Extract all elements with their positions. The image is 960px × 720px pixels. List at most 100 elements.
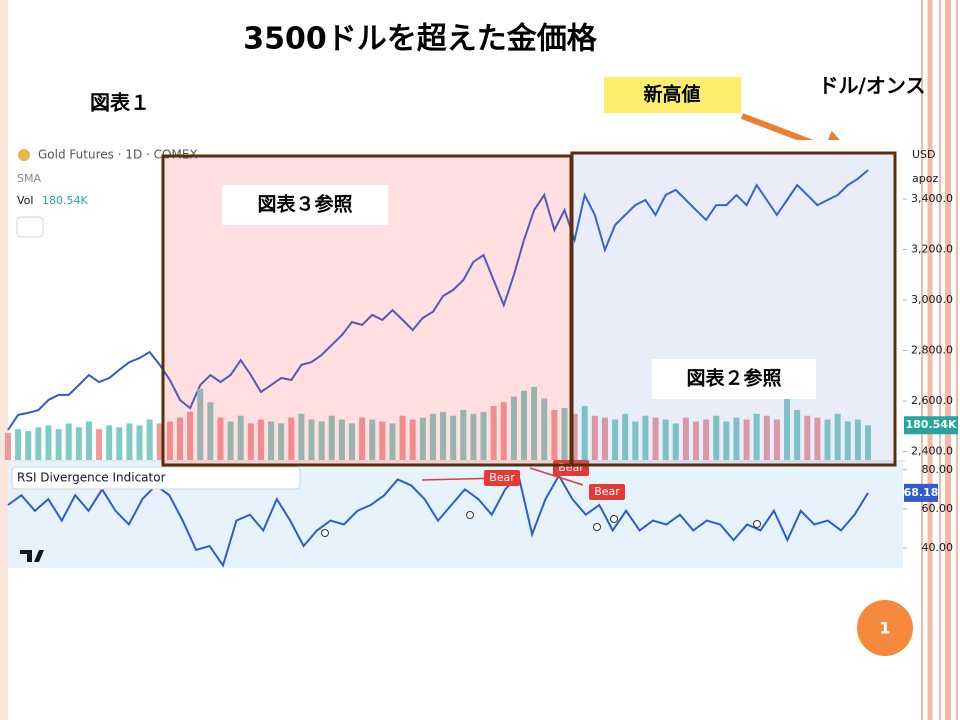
volume-bar: [166, 421, 173, 460]
volume-bar: [85, 421, 92, 460]
y-tick-label: 2,600.0: [911, 394, 953, 407]
volume-bar: [814, 417, 821, 460]
volume-bar: [156, 423, 163, 460]
volume-bar: [460, 409, 467, 460]
volume-bar: [693, 421, 699, 460]
volume-bar: [419, 417, 426, 460]
y-tick-label: 40.00: [922, 541, 954, 554]
page-badge: [857, 600, 913, 656]
series-line: [7, 169, 869, 431]
volume-bar: [207, 402, 214, 460]
highlight-box: [570, 151, 897, 467]
figure-label: 図表１: [90, 91, 150, 115]
volume-bar: [784, 392, 791, 460]
rsi-tag: [904, 483, 938, 502]
pivot-marker: [753, 520, 761, 528]
volume-bar: [854, 419, 861, 460]
volume-bar: [177, 417, 183, 460]
volume-bar: [257, 419, 264, 460]
page-number: 1: [879, 619, 890, 638]
volume-bar: [5, 433, 11, 460]
note-box: [652, 359, 816, 399]
volume-bar: [865, 425, 871, 460]
title: 3500ドルを超えた金価格: [243, 22, 597, 57]
volume-bar: [804, 415, 811, 460]
volume-bar: [480, 411, 487, 460]
volume-bar: [733, 417, 740, 460]
chart-title: Gold Futures · 1D · COMEX: [38, 148, 198, 162]
volume-bar: [531, 386, 538, 460]
volume-bar: [146, 419, 153, 460]
volume-bar: [136, 425, 143, 460]
volume-last: 180.54K: [42, 194, 88, 207]
note: 図表２参照: [686, 367, 781, 390]
note: 図表３参照: [257, 193, 352, 216]
volume-bar: [561, 408, 568, 460]
divergence-line: [529, 467, 584, 486]
volume-bar: [369, 419, 376, 460]
volume-bar: [116, 427, 123, 460]
volume-bar: [45, 425, 52, 460]
volume-bar: [278, 423, 285, 460]
volume-bar: [237, 415, 244, 460]
volume-bar: [65, 423, 72, 460]
volume-bar: [612, 419, 619, 460]
volume-bar: [217, 417, 224, 460]
y-tick-label: 3,200.0: [911, 243, 953, 256]
series-line: [7, 473, 869, 568]
volume-bar: [429, 413, 436, 460]
annotation: Bear: [594, 485, 620, 498]
volume-bar: [318, 421, 325, 460]
volume-bar: [450, 415, 457, 460]
volume-bar: [247, 423, 254, 460]
volume-bar: [763, 415, 770, 460]
volume-bar: [106, 425, 113, 460]
volume-bar: [591, 415, 598, 460]
volume-bar: [470, 413, 477, 460]
pivot-marker: [593, 523, 601, 531]
pivot-marker: [321, 529, 329, 537]
currency-label: USD: [912, 148, 936, 161]
volume-bar: [187, 411, 194, 460]
volume-bar: [571, 413, 578, 460]
annotation: Bear: [489, 471, 515, 484]
y-tick-label: 2,800.0: [911, 344, 953, 357]
volume-bar: [500, 402, 507, 460]
volume-bar: [753, 413, 760, 460]
volume-bar: [672, 423, 679, 460]
unit-label: ドル/オンス: [819, 74, 926, 98]
indicator-label: SMA: [17, 172, 41, 185]
volume-bar: [723, 421, 730, 460]
volume-bar: [551, 409, 558, 460]
volume-bar: [743, 419, 750, 460]
volume-bar: [15, 429, 22, 460]
volume-bar: [652, 417, 659, 460]
annotation-box: [484, 470, 520, 486]
volume-bar: [409, 419, 416, 460]
volume-bar: [794, 409, 801, 460]
volume-bar: [55, 429, 62, 460]
volume-bar: [379, 421, 386, 460]
volume-bar: [824, 419, 831, 460]
tv-logo: [20, 550, 44, 562]
volume-bar: [510, 396, 517, 460]
volume-bar: [773, 419, 780, 460]
volume-bar: [288, 417, 295, 460]
volume-bar: [703, 419, 710, 460]
volume-bar: [268, 421, 275, 460]
indicator-legend: [11, 466, 301, 490]
volume-bar: [632, 421, 639, 460]
indicator-title: RSI Divergence Indicator: [17, 471, 166, 485]
volume-bar: [490, 406, 497, 460]
y-tick-label: 60.00: [922, 502, 954, 515]
volume-bar: [389, 423, 396, 460]
volume-bar: [642, 415, 649, 460]
volume-bar: [521, 390, 527, 460]
volume-bar: [328, 415, 335, 460]
volume-bar: [75, 427, 82, 460]
volume-bar: [349, 423, 355, 460]
volume-bar: [440, 411, 447, 460]
volume-bar: [359, 417, 366, 460]
annotation-box: [589, 484, 625, 500]
scale-label: apoz: [912, 172, 938, 185]
